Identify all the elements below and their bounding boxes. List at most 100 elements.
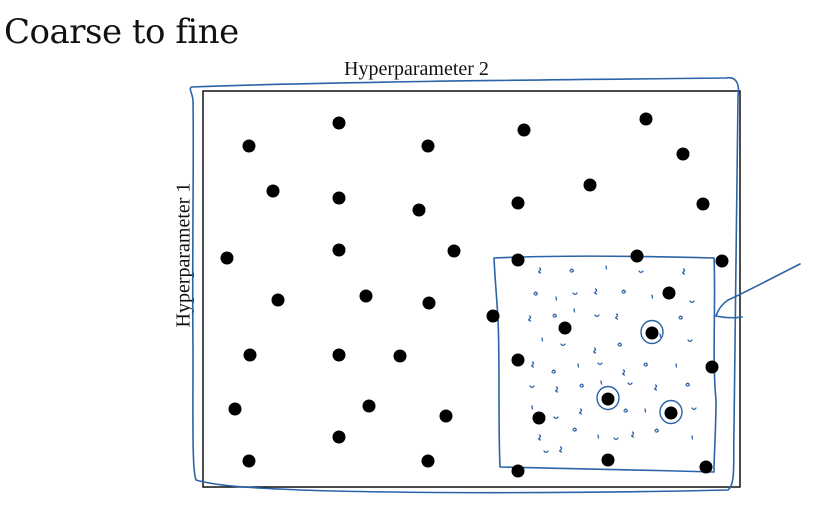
fine-sample-mark	[687, 339, 693, 343]
fine-sample-mark	[600, 380, 603, 385]
search-space-box	[202, 90, 741, 488]
fine-sample-mark	[597, 362, 603, 366]
fine-sample-mark	[559, 446, 563, 453]
fine-sample-mark	[643, 362, 648, 367]
coarse-sample-dot	[696, 197, 710, 211]
coarse-sample-dot	[699, 460, 713, 474]
fine-sample-mark	[678, 315, 683, 320]
coarse-sample-dot	[664, 406, 678, 420]
coarse-sample-dot	[630, 249, 644, 263]
coarse-sample-dot	[332, 348, 346, 362]
coarse-sample-dot	[243, 348, 257, 362]
coarse-sample-dot	[662, 286, 676, 300]
fine-sample-mark	[533, 291, 538, 296]
coarse-sample-dot	[242, 139, 256, 153]
coarse-sample-dot	[332, 116, 346, 130]
fine-sample-mark	[555, 386, 559, 393]
best-point-circle	[659, 399, 683, 425]
coarse-sample-dot	[447, 244, 461, 258]
coarse-sample-dot	[583, 178, 597, 192]
coarse-sample-dot	[332, 430, 346, 444]
fine-sample-mark	[560, 343, 566, 347]
fine-sample-mark	[553, 416, 559, 420]
fine-sample-mark	[569, 268, 574, 273]
fine-sample-mark	[528, 315, 532, 322]
coarse-sample-dot	[393, 349, 407, 363]
fine-sample-mark	[597, 434, 600, 439]
fine-sample-mark	[659, 333, 662, 338]
fine-sample-mark	[555, 296, 558, 301]
fine-sample-mark	[572, 427, 577, 432]
coarse-sample-dot	[412, 203, 426, 217]
fine-sample-mark	[622, 369, 626, 376]
fine-sample-mark	[531, 361, 535, 368]
fine-sample-mark	[623, 408, 628, 413]
fine-sample-mark	[543, 450, 549, 454]
coarse-sample-dot	[511, 353, 525, 367]
coarse-samples	[220, 112, 729, 478]
coarse-sample-dot	[511, 196, 525, 210]
fine-sample-mark	[627, 382, 633, 386]
coarse-sample-dot	[511, 464, 525, 478]
circled-best-points	[596, 319, 683, 425]
fine-sample-mark	[538, 267, 542, 274]
fine-sample-mark	[541, 337, 544, 342]
coarse-sample-dot	[676, 147, 690, 161]
fine-sample-mark	[631, 431, 635, 438]
coarse-sample-dot	[332, 243, 346, 257]
coarse-sample-dot	[271, 293, 285, 307]
fine-sample-mark	[529, 385, 535, 389]
coarse-sample-dot	[601, 453, 615, 467]
pointer-arrow	[714, 263, 801, 319]
fine-sample-mark	[594, 288, 598, 295]
coarse-sample-dot	[639, 112, 653, 126]
fine-sample-mark	[615, 313, 619, 320]
fine-sample-mark	[573, 308, 576, 313]
best-point-circle	[596, 385, 620, 411]
coarse-sample-dot	[228, 402, 242, 416]
coarse-sample-dot	[532, 411, 546, 425]
fine-sample-mark	[691, 435, 694, 440]
fine-sample-mark	[613, 437, 619, 441]
coarse-sample-dot	[242, 454, 256, 468]
coarse-sample-dot	[645, 326, 659, 340]
fine-search-region	[493, 255, 717, 473]
coarse-sample-dot	[266, 184, 280, 198]
fine-sample-mark	[594, 314, 600, 318]
fine-sample-mark	[638, 270, 644, 274]
x-axis-label: Hyperparameter 2	[344, 58, 489, 80]
fine-sample-mark	[621, 289, 626, 294]
coarse-sample-dot	[421, 454, 435, 468]
fine-sample-mark	[593, 347, 597, 354]
fine-sample-mark	[605, 265, 608, 270]
fine-sample-mark	[552, 313, 557, 318]
fine-sample-mark	[685, 382, 690, 387]
coarse-sample-dot	[332, 191, 346, 205]
coarse-sample-dot	[362, 399, 376, 413]
fine-sample-mark	[538, 434, 542, 441]
fine-sample-mark	[651, 294, 654, 299]
coarse-sample-dot	[439, 409, 453, 423]
slide-title: Coarse to fine	[4, 12, 239, 52]
fine-sample-mark	[654, 428, 659, 433]
fine-sample-mark	[689, 300, 695, 304]
fine-sample-mark	[654, 384, 658, 391]
fine-sample-mark	[675, 363, 678, 368]
coarse-sample-dot	[422, 296, 436, 310]
coarse-sample-dot	[359, 289, 373, 303]
fine-samples	[528, 265, 697, 454]
coarse-sample-dot	[705, 360, 719, 374]
fine-sample-mark	[682, 268, 686, 275]
coarse-sample-dot	[511, 253, 525, 267]
fine-sample-mark	[691, 407, 697, 411]
fine-sample-mark	[617, 342, 622, 347]
fine-sample-mark	[572, 292, 578, 296]
fine-sample-mark	[579, 383, 584, 388]
fine-sample-mark	[577, 363, 580, 368]
fine-sample-mark	[551, 369, 556, 374]
coarse-sample-dot	[558, 321, 572, 335]
best-point-circle	[640, 319, 664, 345]
coarse-sample-dot	[421, 139, 435, 153]
coarse-sample-dot	[220, 251, 234, 265]
